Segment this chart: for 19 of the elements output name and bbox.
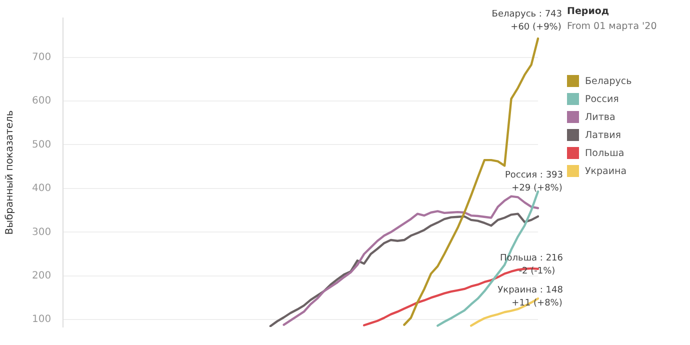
legend-label: Латвия: [585, 130, 621, 140]
y-tick-label: 500: [32, 139, 52, 150]
legend-title: Период: [567, 6, 610, 17]
annotation: Россия : 393 +29 (+8%): [504, 170, 563, 194]
legend-label: Польша: [585, 148, 624, 158]
text: From 01 марта '20: [567, 21, 658, 32]
y-tick-label: 400: [32, 183, 52, 194]
y-tick-label: 100: [32, 314, 52, 326]
legend-label: Россия: [585, 94, 619, 104]
y-tick-label: 600: [32, 96, 52, 107]
y-tick-label: 700: [32, 52, 52, 63]
annotation: Украина : 148 +11 (+8%): [498, 285, 564, 308]
legend-label: Украина: [585, 166, 627, 176]
y-axis-title: Выбранный показатель: [4, 110, 16, 235]
legend-label: Беларусь: [585, 76, 632, 86]
legend-label: Литва: [585, 112, 616, 122]
y-tick-label: 200: [32, 270, 52, 282]
annotation: Беларусь : 743 +60 (+9%): [492, 9, 562, 32]
y-tick-label: 300: [32, 226, 52, 238]
